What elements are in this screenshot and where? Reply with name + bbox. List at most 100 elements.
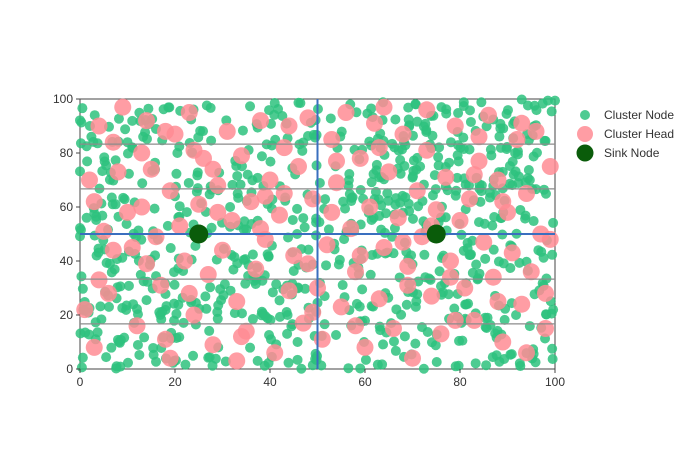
cluster-node-point-474 — [331, 329, 342, 340]
cluster-node-point-769 — [158, 104, 169, 115]
cluster-node-point-138 — [283, 232, 294, 243]
cluster-node-point-758 — [110, 199, 121, 210]
cluster-node-point-741 — [480, 322, 491, 333]
cluster-node-point-740 — [467, 235, 478, 246]
cluster-node-point-193 — [298, 213, 309, 224]
cluster-node-point-701 — [201, 100, 212, 111]
cluster-head-point-3 — [90, 117, 108, 135]
cluster-head-point-29 — [218, 122, 236, 140]
cluster-head-point-79 — [456, 279, 474, 297]
cluster-head-point-106 — [280, 117, 298, 135]
cluster-head-point-35 — [247, 260, 265, 278]
cluster-head-point-136 — [537, 320, 554, 337]
cluster-node-point-705 — [407, 172, 418, 183]
cluster-head-point-92 — [518, 185, 535, 202]
cluster-head-point-30 — [223, 212, 241, 229]
cluster-node-point-363 — [480, 253, 491, 264]
cluster-node-point-274 — [123, 280, 134, 291]
cluster-head-point-34 — [242, 193, 260, 211]
legend-swatch-1 — [577, 126, 593, 142]
cluster-node-point-771 — [219, 279, 230, 290]
cluster-node-point-646 — [355, 363, 366, 374]
cluster-node-point-544 — [292, 337, 303, 347]
cluster-head-point-100 — [138, 255, 155, 273]
cluster-head-point-10 — [128, 317, 146, 335]
cluster-node-point-424 — [265, 156, 276, 167]
cluster-head-point-74 — [432, 325, 450, 343]
cluster-head-point-40 — [271, 206, 288, 224]
cluster-node-point-141 — [237, 125, 248, 136]
cluster-node-point-673 — [300, 283, 311, 294]
cluster-node-point-658 — [172, 148, 183, 158]
cluster-head-point-31 — [228, 293, 246, 310]
cluster-node-point-72 — [494, 131, 505, 142]
cluster-head-point-68 — [404, 349, 421, 367]
cluster-head-point-135 — [513, 114, 531, 132]
cluster-head-point-124 — [252, 220, 269, 238]
cluster-head-point-36 — [252, 112, 269, 130]
cluster-head-point-56 — [347, 263, 364, 281]
cluster-node-point-643 — [86, 131, 97, 142]
cluster-head-point-75 — [437, 168, 455, 186]
cluster-node-point-343 — [281, 307, 292, 318]
cluster-node-point-629 — [404, 206, 415, 217]
cluster-node-point-780 — [323, 224, 334, 235]
cluster-head-point-125 — [275, 185, 293, 202]
cluster-head-point-126 — [299, 255, 317, 273]
cluster-node-point-761 — [183, 177, 194, 188]
cluster-node-point-115 — [103, 301, 114, 312]
cluster-head-point-66 — [394, 125, 412, 143]
y-tick-label-2: 40 — [60, 254, 74, 268]
cluster-node-point-655 — [550, 95, 560, 106]
cluster-node-point-702 — [180, 359, 191, 370]
cluster-head-point-60 — [366, 114, 383, 132]
cluster-node-point-663 — [494, 356, 505, 367]
cluster-node-point-323 — [450, 361, 461, 372]
cluster-node-point-122 — [339, 234, 350, 245]
cluster-node-point-535 — [522, 173, 533, 184]
cluster-node-point-433 — [458, 132, 469, 143]
cluster-node-point-196 — [101, 352, 112, 363]
cluster-node-point-724 — [171, 308, 182, 319]
cluster-node-point-645 — [93, 247, 104, 258]
cluster-node-point-699 — [533, 245, 544, 256]
cluster-node-point-180 — [457, 335, 468, 346]
cluster-node-point-650 — [77, 103, 88, 114]
cluster-node-point-497 — [399, 160, 410, 171]
cluster-node-point-351 — [296, 363, 307, 374]
cluster-node-point-484 — [288, 265, 299, 276]
cluster-node-point-464 — [514, 358, 525, 369]
cluster-node-point-614 — [377, 359, 388, 370]
cluster-node-point-471 — [464, 105, 475, 116]
cluster-node-point-656 — [165, 243, 176, 254]
cluster-node-point-765 — [311, 217, 322, 228]
cluster-head-point-133 — [465, 166, 483, 184]
cluster-node-point-652 — [514, 257, 525, 268]
cluster-node-point-768 — [539, 135, 550, 146]
cluster-node-point-721 — [325, 113, 336, 124]
cluster-head-point-49 — [313, 330, 331, 348]
cluster-head-point-26 — [204, 336, 222, 354]
cluster-node-point-373 — [77, 283, 88, 294]
cluster-head-point-123 — [228, 352, 246, 370]
cluster-node-point-731 — [355, 184, 366, 195]
cluster-head-point-76 — [442, 252, 459, 270]
cluster-node-point-173 — [181, 207, 192, 218]
cluster-head-point-83 — [475, 233, 493, 251]
cluster-node-point-157 — [221, 115, 232, 126]
cluster-head-point-55 — [342, 220, 360, 238]
cluster-node-point-730 — [229, 308, 240, 319]
cluster-node-point-595 — [256, 151, 267, 162]
cluster-head-point-99 — [114, 98, 132, 116]
cluster-node-point-623 — [122, 148, 133, 159]
cluster-head-point-25 — [199, 266, 217, 283]
cluster-node-point-777 — [75, 231, 85, 242]
cluster-head-point-12 — [138, 112, 155, 130]
cluster-node-point-626 — [410, 338, 421, 349]
cluster-head-point-84 — [480, 106, 497, 124]
cluster-node-point-793 — [247, 314, 258, 325]
cluster-head-point-39 — [266, 344, 284, 362]
y-tick-label-0: 0 — [66, 362, 73, 376]
cluster-node-point-290 — [484, 187, 495, 198]
cluster-node-point-803 — [298, 137, 309, 148]
